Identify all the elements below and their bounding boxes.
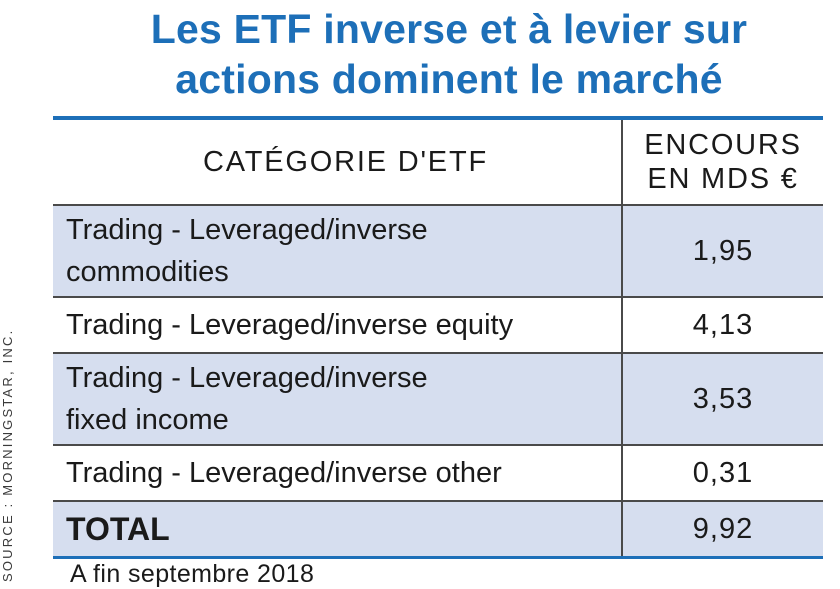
table-row: Trading - Leveraged/inverse commodities …: [53, 205, 823, 298]
title-line-1: Les ETF inverse et à levier sur: [150, 6, 748, 52]
header-category: CATÉGORIE D'ETF: [53, 118, 623, 206]
source-credit: SOURCE : MORNINGSTAR, INC.: [0, 328, 15, 582]
total-row: TOTAL 9,92: [53, 501, 823, 559]
row-value: 1,95: [622, 205, 823, 298]
row-category-line-2: commodities: [66, 256, 229, 288]
footnote: A fin septembre 2018: [70, 560, 315, 588]
header-encours-line-2: EN MDS €: [647, 163, 799, 195]
row-category: Trading - Leveraged/inverse commodities: [53, 205, 623, 298]
row-category-line-2: fixed income: [66, 404, 229, 436]
row-value: 4,13: [622, 297, 823, 354]
row-category-line-1: Trading - Leveraged/inverse: [66, 362, 428, 394]
table-row: Trading - Leveraged/inverse fixed income…: [53, 353, 823, 446]
row-value: 0,31: [622, 445, 823, 502]
row-category-line-1: Trading - Leveraged/inverse: [66, 214, 428, 246]
header-encours: ENCOURS EN MDS €: [622, 118, 823, 206]
title-line-2: actions dominent le marché: [175, 56, 723, 102]
row-value: 3,53: [622, 353, 823, 446]
header-encours-line-1: ENCOURS: [644, 129, 802, 161]
table-row: Trading - Leveraged/inverse other 0,31: [53, 445, 823, 502]
row-category: Trading - Leveraged/inverse other: [53, 445, 623, 502]
total-label: TOTAL: [53, 501, 623, 559]
chart-title: Les ETF inverse et à levier sur actions …: [64, 4, 834, 104]
row-category: Trading - Leveraged/inverse equity: [53, 297, 623, 354]
table-row: Trading - Leveraged/inverse equity 4,13: [53, 297, 823, 354]
table-header-row: CATÉGORIE D'ETF ENCOURS EN MDS €: [53, 118, 823, 206]
row-category: Trading - Leveraged/inverse fixed income: [53, 353, 623, 446]
etf-table: CATÉGORIE D'ETF ENCOURS EN MDS € Trading…: [53, 116, 823, 559]
total-value: 9,92: [622, 501, 823, 559]
